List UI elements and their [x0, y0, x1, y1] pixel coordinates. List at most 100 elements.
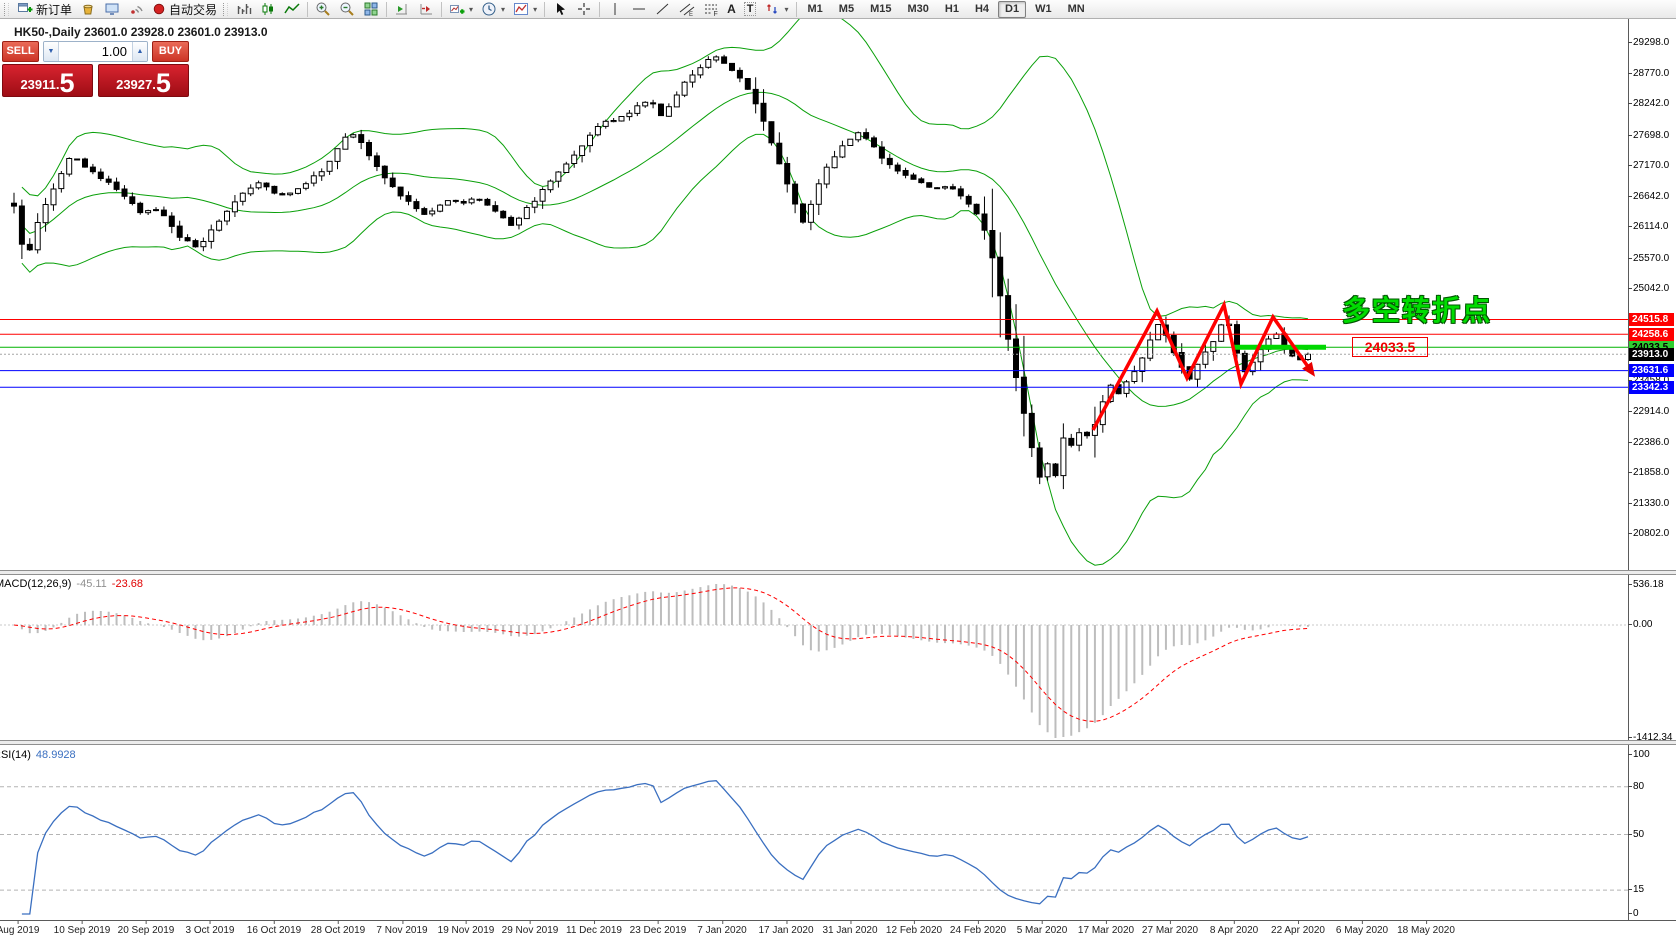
timeframe-m30[interactable]: M30 [907, 2, 929, 15]
volume-decrease-button[interactable]: ▼ [44, 42, 59, 61]
level-price-annotation[interactable]: 24033.5 [1352, 337, 1428, 357]
bucket-icon [80, 1, 96, 17]
rsi-axis-tick: 15 [1627, 884, 1645, 896]
horizontal-line-tool-button[interactable] [627, 0, 651, 19]
pane-separator-macd-rsi[interactable] [0, 740, 1676, 745]
toolbar-separator [795, 1, 797, 17]
price-tick: 26642.0 [1627, 190, 1670, 202]
time-axis[interactable]: Aug 2019 10 Sep 2019 20 Sep 2019 3 Oct 2019… [0, 920, 1676, 941]
price-tick: 22386.0 [1627, 436, 1670, 448]
date-tick: 3 Oct 2019 [185, 920, 235, 936]
rsi-axis-tick: 50 [1627, 828, 1645, 840]
fibonacci-tool-button[interactable]: F [699, 0, 723, 19]
timeframe-h1[interactable]: H1 [944, 2, 959, 15]
profiles-button[interactable] [76, 0, 100, 19]
crosshair-tool-button[interactable] [572, 0, 596, 19]
autotrading-label: 自动交易 [169, 2, 218, 17]
toolbar-grip[interactable] [223, 2, 229, 16]
timeframe-mn[interactable]: MN [1067, 2, 1085, 15]
svg-text:F: F [714, 11, 718, 17]
trendline-icon [655, 1, 671, 17]
text-tool-button[interactable]: A [723, 0, 740, 19]
toolbar-separator [544, 1, 546, 17]
date-tick: 29 Nov 2019 [501, 920, 559, 936]
macd-name: MACD(12,26,9) [0, 578, 72, 590]
chart-shift-button[interactable] [414, 0, 438, 19]
vertical-line-icon [607, 1, 623, 17]
toolbar-separator [386, 1, 388, 17]
cursor-tool-button[interactable] [548, 0, 572, 19]
timeframe-h4[interactable]: H4 [974, 2, 989, 15]
macd-signal-value: -23.68 [111, 578, 143, 590]
timeframe-m1[interactable]: M1 [807, 2, 823, 15]
timeframe-w1[interactable]: W1 [1035, 2, 1052, 15]
rsi-axis-tick: 0 [1628, 908, 1639, 919]
label-tool-button[interactable]: T [740, 0, 761, 19]
indicators-button[interactable]: ▾ [445, 0, 477, 19]
template-icon [513, 1, 529, 17]
timeframe-m15[interactable]: M15 [870, 2, 892, 15]
price-axis[interactable] [1628, 19, 1676, 921]
cursor-icon [552, 1, 568, 17]
arrows-tool-button[interactable]: ▾ [760, 0, 792, 19]
zoom-in-button[interactable] [311, 0, 335, 19]
trend-zigzag-annotation[interactable] [1091, 299, 1316, 431]
date-tick: 10 Sep 2019 [53, 920, 111, 936]
price-tick: 27170.0 [1627, 160, 1670, 172]
bar-chart-button[interactable] [232, 0, 256, 19]
signal-icon [128, 1, 144, 17]
buy-button[interactable]: BUY [152, 41, 189, 62]
signals-button[interactable] [124, 0, 148, 19]
date-tick: 11 Dec 2019 [566, 920, 622, 936]
new-order-button[interactable]: 新订单 [13, 0, 76, 19]
price-tick: 29298.0 [1627, 37, 1670, 49]
arrows-icon [764, 1, 780, 17]
turning-point-annotation[interactable]: 多空转折点 [1342, 295, 1493, 326]
pane-separator-main-macd[interactable] [0, 570, 1676, 575]
date-tick: 17 Jan 2020 [758, 920, 814, 936]
date-tick: 17 Mar 2020 [1077, 920, 1135, 936]
price-tick: 28770.0 [1627, 67, 1670, 79]
macd-axis-tick: 536.18 [1628, 579, 1664, 590]
macd-axis-tick: -1412.34 [1627, 732, 1673, 743]
volume-increase-button[interactable]: ▲ [132, 42, 147, 61]
timeframe-d1[interactable]: D1 [998, 0, 1027, 18]
zoom-out-button[interactable] [335, 0, 359, 19]
autotrading-icon [152, 2, 166, 16]
volume-input[interactable]: 1.00 [101, 44, 127, 59]
candlestick-chart-button[interactable] [256, 0, 280, 19]
toolbar: 新订单 自动交易 ▾ ▾ ▾ E F A T ▾ [0, 0, 1676, 19]
price-tick: 25042.0 [1627, 283, 1670, 295]
horizontal-level-lines[interactable] [0, 319, 1628, 388]
rsi-indicator-label: RSI(14) 48.9928 [0, 749, 76, 761]
price-tick: 27698.0 [1627, 129, 1670, 141]
vertical-line-tool-button[interactable] [603, 0, 627, 19]
toolbar-grip[interactable] [4, 2, 9, 16]
price-level-badge: 23913.0 [1629, 347, 1674, 361]
date-tick: 27 Mar 2020 [1141, 920, 1199, 936]
chart-shift-icon [418, 1, 434, 17]
charts-profile-button[interactable] [100, 0, 124, 19]
sell-price-big-digit: 5 [59, 68, 75, 99]
channel-tool-button[interactable]: E [675, 0, 699, 19]
new-order-label: 新订单 [36, 2, 73, 17]
sell-button[interactable]: SELL [2, 41, 39, 62]
timeframe-m5[interactable]: M5 [838, 2, 855, 15]
price-tick: 21858.0 [1627, 467, 1670, 479]
buy-price-box[interactable]: 23927. 5 [98, 64, 189, 97]
templates-button[interactable]: ▾ [509, 0, 541, 19]
tile-windows-button[interactable] [359, 0, 383, 19]
auto-scroll-icon [394, 1, 410, 17]
autotrading-button[interactable]: 自动交易 [148, 0, 221, 19]
periods-button[interactable]: ▾ [477, 0, 509, 19]
zoom-out-icon [339, 1, 355, 17]
price-level-badge: 23631.6 [1629, 364, 1674, 378]
toolbar-separator [307, 1, 309, 17]
sell-price-box[interactable]: 23911. 5 [2, 64, 93, 97]
trendline-tool-button[interactable] [651, 0, 675, 19]
line-chart-button[interactable] [280, 0, 304, 19]
auto-scroll-button[interactable] [390, 0, 414, 19]
